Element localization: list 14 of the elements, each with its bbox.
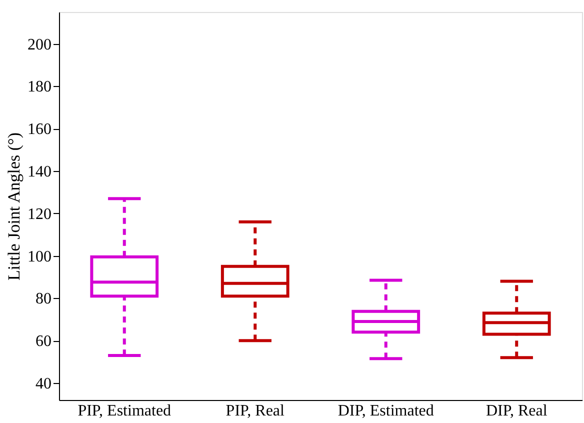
y-tick-label: 60: [36, 333, 52, 350]
x-tick-label: PIP, Real: [226, 402, 286, 420]
y-tick-label: 120: [28, 206, 52, 223]
y-tick-label: 200: [28, 36, 52, 54]
y-tick-label: 40: [36, 376, 52, 393]
x-tick-label: DIP, Real: [486, 402, 548, 420]
x-tick-label: PIP, Estimated: [78, 402, 172, 420]
y-tick-label: 100: [28, 248, 52, 266]
y-tick-label: 160: [28, 121, 52, 138]
x-tick-label: DIP, Estimated: [338, 402, 434, 420]
y-tick-label: 140: [28, 164, 52, 181]
y-tick-label: 80: [36, 290, 52, 308]
y-axis-title: Little Joint Angles (°): [4, 132, 24, 280]
y-tick-label: 180: [28, 78, 52, 96]
